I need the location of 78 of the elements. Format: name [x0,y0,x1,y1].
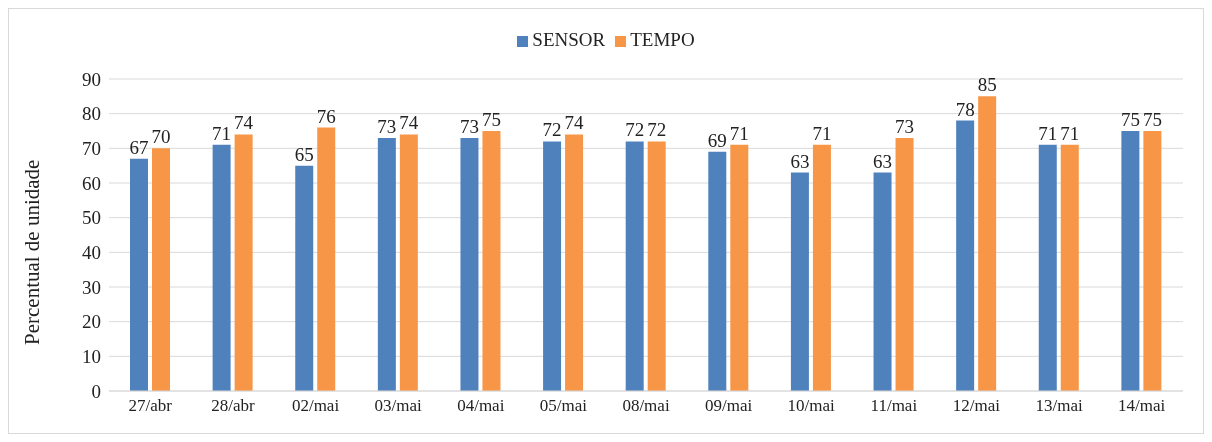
bar [1060,144,1079,391]
bar [873,172,892,391]
bar [956,120,975,391]
bar [212,144,231,391]
data-label: 72 [647,119,667,141]
y-tick-label: 90 [82,68,101,90]
data-label: 73 [459,115,479,137]
data-label: 85 [977,74,997,96]
x-tick-label: 09/mai [705,396,753,416]
x-tick-label: 03/mai [374,396,423,416]
y-axis-title: Percentual de unidade [20,159,45,345]
bar [543,141,562,391]
bar [399,134,418,391]
data-label: 75 [481,109,501,130]
x-tick-label: 02/mai [291,396,340,416]
bar [1121,131,1140,391]
data-label: 71 [729,122,749,144]
x-tick-label: 13/mai [1035,396,1083,416]
x-tick-label: 08/mai [622,396,670,416]
bar [460,137,479,391]
bar [130,158,148,391]
bar [234,134,253,391]
y-tick-label: 20 [82,311,101,333]
data-label: 76 [316,105,336,127]
y-tick-label: 80 [82,103,101,125]
bar [812,144,831,391]
data-label: 78 [955,98,975,120]
y-tick-label: 60 [82,172,101,194]
y-tick-label: 40 [82,242,101,264]
data-label: 71 [812,122,832,144]
bar [1143,131,1162,391]
data-label: 70 [151,126,171,148]
data-label: 74 [234,112,254,134]
data-label: 63 [873,150,893,172]
bar [730,144,749,391]
bar [317,127,336,391]
bar [565,134,584,391]
bar [152,148,170,391]
x-tick-label: 10/mai [787,396,836,416]
bar [295,165,314,391]
x-tick-label: 28/abr [211,396,255,416]
bar [978,96,997,391]
bar [790,172,809,391]
bar [377,137,396,391]
data-label: 73 [895,115,915,137]
data-label: 74 [564,112,585,134]
bar [625,141,644,391]
y-tick-label: 70 [82,138,101,160]
data-label: 75 [1120,109,1140,130]
data-label: 63 [790,150,810,172]
y-tick-label: 30 [82,276,101,298]
data-label: 71 [1060,122,1080,144]
data-label: 72 [625,119,645,141]
data-label: 74 [399,112,419,134]
x-tick-label: 11/mai [870,396,918,416]
bar [708,151,727,391]
data-label: 72 [542,119,562,141]
x-tick-label: 14/mai [1118,396,1166,416]
x-tick-label: 12/mai [952,396,1001,416]
data-label: 69 [707,129,727,151]
x-tick-label: 05/mai [539,396,588,416]
y-tick-label: 10 [82,346,101,368]
bar [482,131,501,391]
legend-label: TEMPO [630,29,695,50]
y-tick-label: 50 [82,207,101,229]
bar [895,137,914,391]
bar [1038,144,1057,391]
data-label: 71 [1038,122,1058,144]
data-label: 71 [212,122,232,144]
legend-label: SENSOR [532,29,606,50]
x-tick-label: 27/abr [128,396,173,416]
data-label: 65 [294,143,314,165]
x-tick-label: 04/mai [457,396,505,416]
data-label: 75 [1142,109,1162,130]
y-tick-label: 0 [91,380,101,402]
bar [647,141,666,391]
data-label: 73 [377,115,397,137]
data-label: 67 [129,136,149,158]
